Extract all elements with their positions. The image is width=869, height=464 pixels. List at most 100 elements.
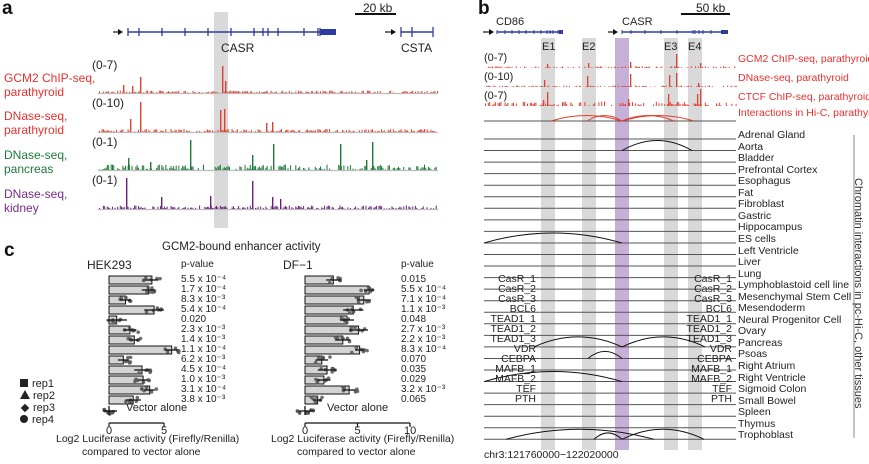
track-label-line2: kidney <box>4 201 39 215</box>
signal-bar <box>613 86 615 87</box>
signal-bar <box>270 130 272 132</box>
signal-bar <box>160 130 162 132</box>
tissue-label: Lymphoblastoid cell line <box>738 279 850 292</box>
signal-bar <box>295 206 297 209</box>
signal-bar <box>226 207 228 209</box>
replicate-point <box>148 368 153 372</box>
signal-bar <box>640 104 642 106</box>
signal-bar <box>707 104 709 106</box>
track-range-dnase-pancreas: (0-1) <box>92 135 118 149</box>
category-label: CasR_3 <box>694 293 732 305</box>
signal-bar <box>177 92 178 93</box>
replicate-point <box>328 355 332 359</box>
signal-bar <box>424 129 425 132</box>
signal-bar <box>399 130 401 132</box>
signal-bar <box>392 92 394 93</box>
signal-bar <box>184 206 186 209</box>
replicate-point <box>154 387 159 391</box>
signal-bar <box>365 205 367 209</box>
signal-bar <box>270 165 272 170</box>
signal-bar <box>286 92 288 93</box>
signal-bar <box>704 85 706 87</box>
signal-bar <box>255 131 256 132</box>
signal-bar <box>325 129 327 132</box>
signal-bar <box>377 130 379 132</box>
signal-bar <box>301 208 303 209</box>
signal-bar <box>412 90 414 93</box>
signal-bar <box>105 131 107 132</box>
signal-bar <box>531 102 533 106</box>
signal-bar <box>274 91 276 93</box>
signal-bar <box>594 102 596 106</box>
track-label-b-ctcf: CTCF ChIP-seq, parathyroid <box>738 91 869 103</box>
category-label: TEF <box>712 383 732 395</box>
signal-bar <box>359 169 360 170</box>
signal-bar <box>511 86 513 87</box>
signal-bar <box>407 130 409 132</box>
signal-bar <box>578 102 580 106</box>
signal-bar <box>277 206 279 209</box>
signal-bar <box>588 105 590 106</box>
signal-peak <box>588 63 590 68</box>
signal-bar <box>214 131 216 132</box>
signal-bar <box>369 90 371 93</box>
signal-bar <box>385 169 386 170</box>
signal-bar <box>112 92 113 93</box>
signal-bar <box>679 85 681 87</box>
category-label: CasR_2 <box>694 283 732 295</box>
signal-bar <box>178 206 180 209</box>
signal-bar <box>249 205 251 209</box>
signal-bar <box>487 85 489 87</box>
pvalue-label: 0.048 <box>401 314 427 325</box>
signal-bar <box>387 129 389 132</box>
signal-bar <box>683 102 685 106</box>
signal-bar <box>688 104 689 106</box>
signal-bar <box>639 86 640 87</box>
signal-bar <box>615 85 617 87</box>
signal-bar <box>591 86 593 87</box>
replicate-point <box>137 371 141 375</box>
panel-b-scale-bar-label: 50 kb <box>696 1 726 15</box>
signal-bar <box>700 86 702 87</box>
signal-bar <box>531 67 533 68</box>
signal-bar <box>234 208 236 209</box>
signal-bar <box>236 91 238 93</box>
tissue-label: Thymus <box>738 417 776 430</box>
hic-arc <box>586 115 623 122</box>
signal-bar <box>279 165 281 170</box>
signal-bar <box>361 129 363 132</box>
replicate-point <box>135 378 140 383</box>
signal-bar <box>255 208 256 209</box>
x-tick-label: 0 <box>302 425 309 437</box>
signal-bar <box>307 129 308 132</box>
signal-bar <box>281 91 282 93</box>
signal-bar <box>212 91 214 93</box>
signal-bar <box>338 207 340 209</box>
signal-bar <box>162 208 164 209</box>
tissue-label: Esophagus <box>738 175 791 188</box>
signal-bar <box>580 102 582 106</box>
signal-bar <box>417 130 419 132</box>
category-label: TEAD1_3 <box>686 333 732 345</box>
signal-bar <box>378 205 380 209</box>
signal-bar <box>623 85 625 87</box>
replicate-point <box>148 290 153 294</box>
signal-bar <box>213 91 215 93</box>
signal-bar <box>725 102 727 106</box>
signal-bar <box>664 104 666 106</box>
signal-bar <box>174 207 176 209</box>
signal-bar <box>261 166 263 170</box>
signal-bar <box>258 166 260 170</box>
signal-bar <box>601 66 603 68</box>
signal-bar <box>573 67 575 68</box>
replicate-point <box>150 286 154 290</box>
signal-bar <box>175 130 177 132</box>
signal-bar <box>365 129 367 132</box>
pchic-arc <box>621 336 706 348</box>
signal-bar <box>174 168 176 170</box>
signal-peak <box>252 181 254 209</box>
track-range-b-ctcf: (0-7) <box>484 90 508 102</box>
x-tick-label: 0 <box>106 425 113 437</box>
signal-bar <box>674 105 675 106</box>
signal-bar <box>317 91 319 93</box>
